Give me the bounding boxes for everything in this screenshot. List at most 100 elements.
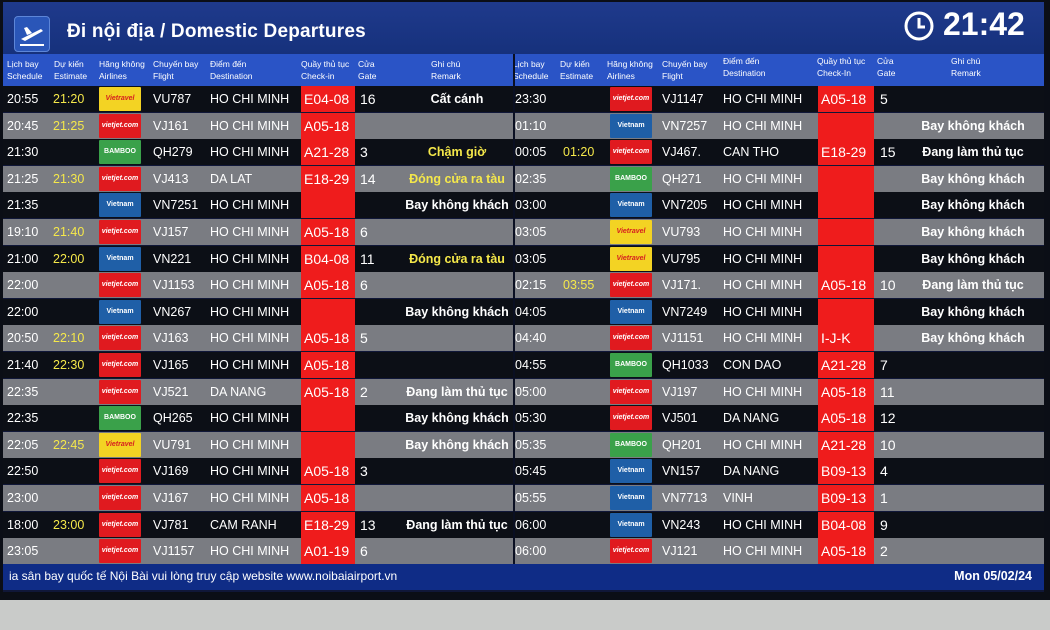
checkin-counter: B04-08 [301,245,355,272]
checkin-counter: E18-29 [301,165,355,192]
board-divider [513,54,515,564]
flight-number: QH201 [662,437,702,452]
col-destination: Điểm đến Destination [210,59,253,81]
destination: HO CHI MINH [723,92,803,106]
flight-number: VU795 [662,251,701,266]
flight-right: 06:00 Vietnam Airlines VN243 HO CHI MINH B04… [513,511,1044,538]
destination: HO CHI MINH [723,171,803,186]
status-remark: Bay không khách [921,251,1025,266]
flight-right: 05:00 vietjet.com VJ197 HO CHI MINH A05-18 11 [513,378,1044,405]
flight-number: VJ121 [662,544,698,559]
estimate-time: 21:30 [53,171,85,186]
flight-right: 02:15 03:55 vietjet.com VJ171. HO CHI MINH A0… [513,272,1044,299]
flight-right: 00:05 01:20 vietjet.com VJ467. CAN THO E18-29… [513,139,1044,166]
estimate-time [563,299,607,325]
table-row: 21:35 Vietnam Airlines VN7251 HO CHI MINH Ba… [3,192,1044,219]
flight-number: VN267 [153,304,192,319]
gate-number: 6 [360,277,368,294]
table-row: 18:00 23:00 vietjet.com VJ781 CAM RANH E18-29… [3,511,1044,538]
table-row: 20:50 22:10 vietjet.com VJ163 HO CHI MINH A05… [3,325,1044,352]
airline-logo-vj: vietjet.com [610,326,652,351]
airline-logo-vj: vietjet.com [610,539,652,564]
estimate-time [563,432,607,458]
estimate-time [563,86,607,112]
board-date: Mon 05/02/24 [954,569,1032,583]
destination: HO CHI MINH [723,544,803,559]
col-airlines-right: Hãng không Airlines [607,59,653,81]
flight-number: VJ521 [153,384,189,399]
table-row: 22:00 vietjet.com VJ1153 HO CHI MINH A05-18 6… [3,272,1044,299]
destination: CAM RANH [210,517,277,532]
status-remark [903,86,1043,112]
estimate-time [53,405,97,431]
checkin-counter: B04-08 [818,511,874,538]
airline-logo-qh: BAMBOO [610,166,652,191]
checkin-counter: B09-13 [818,485,874,511]
flight-number: VJ781 [153,517,189,532]
destination: HO CHI MINH [210,118,290,133]
col-remark-right: Ghi chú Remark [951,56,981,78]
estimate-time: 22:00 [53,251,85,266]
destination: DA NANG [723,411,780,426]
departure-plane-icon [14,16,50,52]
schedule-time: 05:45 [515,464,547,479]
flight-right: 23:30 vietjet.com VJ1147 HO CHI MINH A05-18 5 [513,86,1044,112]
schedule-time: 04:05 [515,304,547,319]
status-remark: Bay không khách [921,304,1025,319]
flight-number: VN157 [662,464,701,479]
airline-logo-vj: vietjet.com [99,512,141,537]
destination: DA NANG [723,464,780,479]
schedule-time: 20:55 [7,92,39,106]
destination: VINH [723,491,753,505]
estimate-time: 23:00 [53,517,85,532]
checkin-counter: A05-18 [301,325,355,352]
flight-number: VJ171. [662,278,701,293]
status-remark [403,458,511,484]
status-remark [903,512,1043,538]
schedule-time: 23:00 [7,491,39,505]
checkin-counter: A21-28 [818,352,874,378]
flight-right: 05:30 vietjet.com VJ501 DA NANG A05-18 12 [513,405,1044,432]
col-flight: Chuyến bay Flight [153,59,199,81]
status-remark: Đóng cửa ra tàu [409,251,505,266]
destination: HO CHI MINH [210,411,290,426]
flight-left: 22:35 vietjet.com VJ521 DA NANG A05-18 2 Đang … [3,378,513,405]
checkin-counter [301,298,355,325]
status-remark: Cất cánh [430,92,484,106]
destination: HO CHI MINH [210,278,290,293]
airline-logo-vj: vietjet.com [99,326,141,351]
flight-number: VU787 [153,92,192,106]
schedule-time: 05:35 [515,437,547,452]
flight-left: 22:35 BAMBOO QH265 HO CHI MINH Bay không khá… [3,405,513,432]
schedule-time: 06:00 [515,544,547,559]
destination: HO CHI MINH [723,251,803,266]
table-row: 21:30 BAMBOO QH279 HO CHI MINH A21-28 3 Chậm g… [3,139,1044,166]
schedule-time: 20:45 [7,118,39,133]
status-remark: Bay không khách [405,304,509,319]
estimate-time: 21:25 [53,118,85,133]
flight-right: 04:55 BAMBOO QH1033 CON DAO A21-28 7 [513,352,1044,378]
estimate-time: 22:10 [53,331,85,346]
estimate-time [53,485,97,511]
checkin-counter [301,192,355,219]
flight-left: 22:00 Vietnam Airlines VN267 HO CHI MINH Bay… [3,298,513,325]
clock-icon [904,11,934,41]
destination: HO CHI MINH [723,384,803,399]
destination: HO CHI MINH [723,304,803,319]
gate-number: 11 [880,383,895,400]
status-remark: Đóng cửa ra tàu [409,171,505,186]
checkin-counter: I-J-K [818,325,874,352]
airline-logo-vu: Vietravel Airlines [99,87,141,111]
airline-logo-vj: vietjet.com [99,486,141,510]
airline-logo-vn: Vietnam Airlines [610,113,652,138]
status-remark [403,113,511,139]
checkin-counter: B09-13 [818,458,874,485]
schedule-time: 21:25 [7,171,39,186]
flight-number: VN7205 [662,198,708,213]
estimate-time [563,166,607,192]
estimate-time: 21:20 [53,92,85,106]
table-row: 23:00 vietjet.com VJ167 HO CHI MINH A05-18 05… [3,485,1044,511]
checkin-counter: A21-28 [301,139,355,166]
flight-right: 05:55 Vietnam Airlines VN7713 VINH B09-13 1 [513,485,1044,511]
destination: HO CHI MINH [210,304,290,319]
